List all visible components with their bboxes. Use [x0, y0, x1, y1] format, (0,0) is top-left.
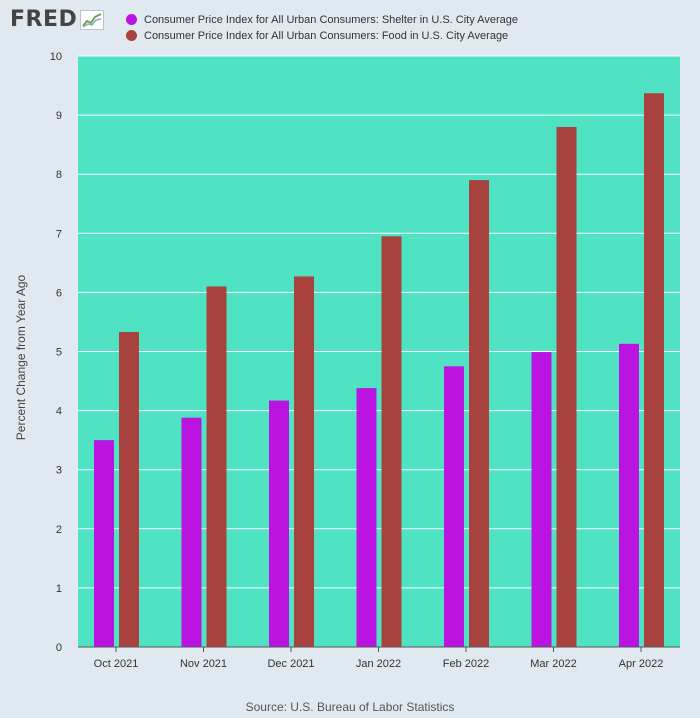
x-tick-label: Mar 2022 [530, 658, 576, 670]
y-tick-label: 4 [56, 406, 62, 418]
legend-item-shelter[interactable]: Consumer Price Index for All Urban Consu… [126, 12, 518, 27]
y-tick-label: 0 [56, 642, 62, 654]
x-tick-label: Apr 2022 [619, 658, 664, 670]
bar-food [469, 180, 489, 648]
source-note: Source: U.S. Bureau of Labor Statistics [245, 700, 455, 714]
chart-legend: Consumer Price Index for All Urban Consu… [126, 12, 518, 44]
bar-shelter [444, 366, 464, 647]
x-tick-label: Dec 2021 [267, 658, 314, 670]
x-tick-label: Oct 2021 [94, 658, 139, 670]
y-tick-label: 7 [56, 228, 62, 240]
y-tick-label: 3 [56, 465, 62, 477]
x-tick-label: Nov 2021 [180, 658, 227, 670]
bar-shelter [356, 388, 377, 647]
bar-food [119, 331, 139, 647]
x-tick-label: Feb 2022 [443, 658, 489, 670]
y-axis-label: Percent Change from Year Ago [14, 274, 28, 440]
legend-swatch-food [126, 30, 137, 41]
legend-swatch-shelter [126, 14, 137, 25]
bar-shelter [269, 400, 289, 647]
bar-shelter [619, 343, 639, 647]
y-tick-label: 9 [56, 110, 62, 122]
bar-shelter [94, 440, 114, 647]
fred-logo-text: FRED [10, 7, 78, 32]
chart-header: FRED Consumer Price Index for All Urban … [0, 0, 700, 52]
bar-food [556, 126, 577, 648]
y-tick-label: 1 [56, 583, 62, 595]
y-tick-label: 6 [56, 287, 62, 299]
bar-shelter [531, 352, 552, 647]
y-tick-label: 5 [56, 347, 62, 359]
bar-food [381, 236, 402, 647]
y-tick-label: 8 [56, 169, 62, 181]
y-tick-label: 2 [56, 524, 62, 536]
fred-logo[interactable]: FRED [10, 7, 105, 32]
legend-label-shelter: Consumer Price Index for All Urban Consu… [144, 13, 518, 26]
x-tick-label: Jan 2022 [356, 658, 401, 670]
line-chart-icon [80, 10, 105, 30]
y-tick-label: 10 [50, 51, 62, 63]
bar-food [294, 276, 314, 647]
bar-food [644, 93, 664, 647]
bar-food [206, 286, 227, 647]
bar-shelter [181, 417, 202, 647]
legend-label-food: Consumer Price Index for All Urban Consu… [144, 29, 509, 42]
legend-item-food[interactable]: Consumer Price Index for All Urban Consu… [126, 28, 518, 43]
